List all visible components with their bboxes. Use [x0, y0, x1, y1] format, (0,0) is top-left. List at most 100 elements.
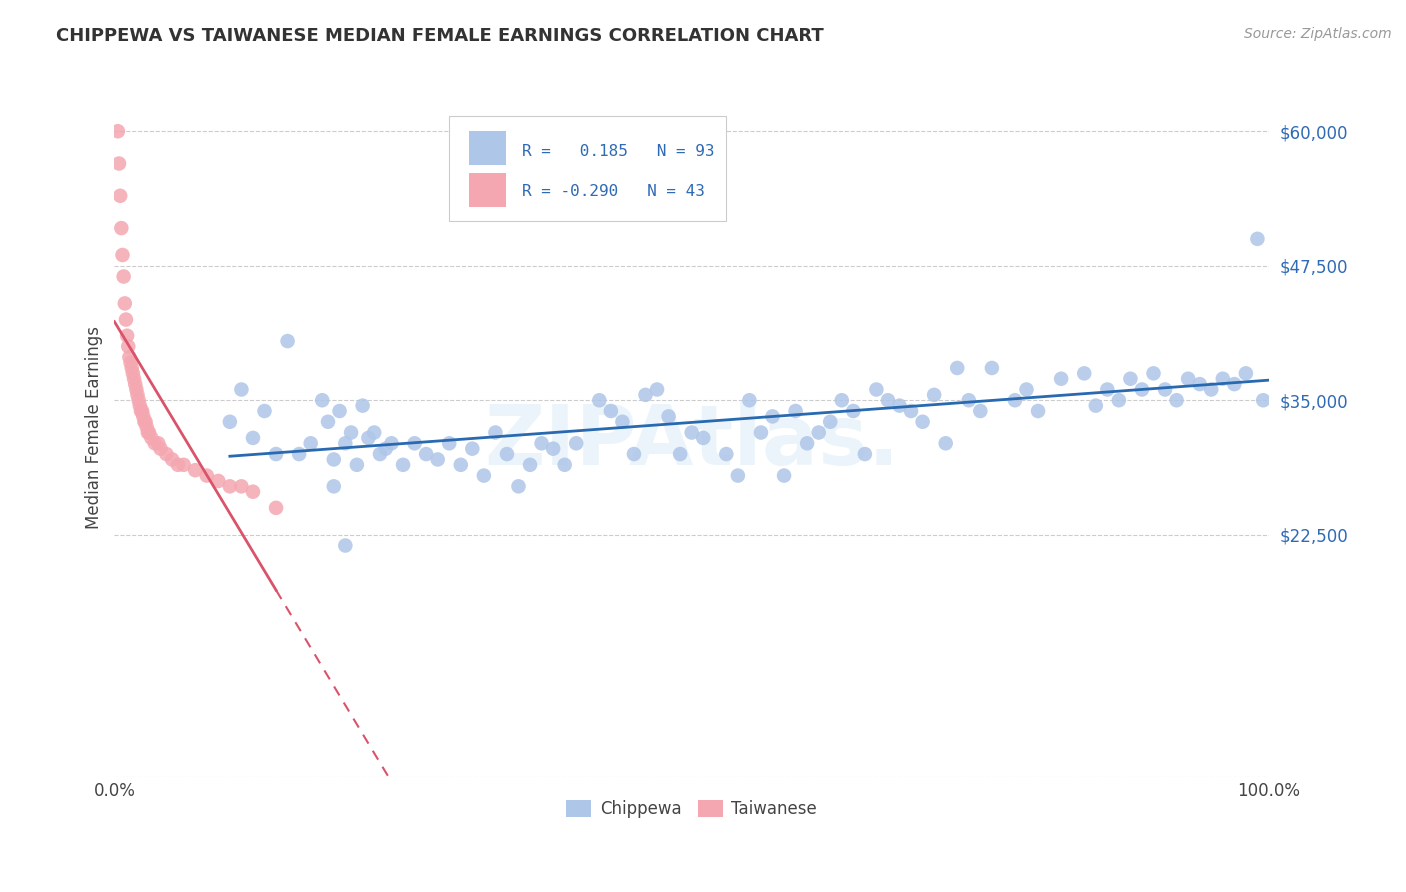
Point — [141, 431, 163, 445]
Point — [484, 425, 506, 440]
Point — [645, 383, 668, 397]
Point — [118, 350, 141, 364]
Point — [1251, 393, 1274, 408]
Point — [363, 425, 385, 440]
Point — [669, 447, 692, 461]
Y-axis label: Median Female Earnings: Median Female Earnings — [86, 326, 103, 529]
Point — [472, 468, 495, 483]
Point — [120, 355, 142, 369]
Point — [380, 436, 402, 450]
Point — [415, 447, 437, 461]
Point — [1119, 372, 1142, 386]
Point — [136, 425, 159, 440]
Point — [138, 425, 160, 440]
Point — [439, 436, 461, 450]
Point — [749, 425, 772, 440]
Point — [658, 409, 681, 424]
Point — [727, 468, 749, 483]
Point — [167, 458, 190, 472]
Point — [773, 468, 796, 483]
Point — [738, 393, 761, 408]
Point — [761, 409, 783, 424]
Point — [1199, 383, 1222, 397]
Point — [1130, 383, 1153, 397]
Point — [831, 393, 853, 408]
Point — [508, 479, 530, 493]
Point — [115, 312, 138, 326]
Point — [328, 404, 350, 418]
Point — [108, 189, 131, 203]
Point — [900, 404, 922, 418]
Point — [112, 269, 135, 284]
Legend: Chippewa, Taiwanese: Chippewa, Taiwanese — [560, 793, 824, 824]
Point — [122, 367, 145, 381]
Point — [231, 479, 253, 493]
Point — [1084, 399, 1107, 413]
Point — [853, 447, 876, 461]
Point — [128, 393, 150, 408]
Point — [842, 404, 865, 418]
Point — [107, 124, 129, 138]
Point — [207, 474, 229, 488]
Point — [554, 458, 576, 472]
Point — [623, 447, 645, 461]
Point — [124, 377, 146, 392]
Point — [184, 463, 207, 477]
Point — [121, 361, 143, 376]
Point — [346, 458, 368, 472]
Point — [1073, 367, 1095, 381]
Point — [1004, 393, 1026, 408]
Point — [807, 425, 830, 440]
Point — [231, 383, 253, 397]
Point — [335, 539, 357, 553]
Point — [588, 393, 610, 408]
Text: R =   0.185   N = 93: R = 0.185 N = 93 — [522, 144, 714, 159]
Point — [565, 436, 588, 450]
Point — [1246, 232, 1268, 246]
Point — [785, 404, 807, 418]
Point — [111, 248, 134, 262]
Point — [335, 436, 357, 450]
Point — [1223, 377, 1246, 392]
Point — [114, 296, 136, 310]
Point — [1188, 377, 1211, 392]
Point — [818, 415, 841, 429]
Point — [1234, 367, 1257, 381]
Point — [135, 415, 157, 429]
Point — [612, 415, 634, 429]
Point — [108, 156, 131, 170]
FancyBboxPatch shape — [468, 131, 506, 165]
Point — [322, 479, 344, 493]
Point — [253, 404, 276, 418]
Point — [195, 468, 218, 483]
Point — [1097, 383, 1119, 397]
Point — [218, 415, 240, 429]
Point — [173, 458, 195, 472]
Point — [357, 431, 380, 445]
Point — [340, 425, 363, 440]
Point — [132, 409, 155, 424]
Point — [889, 399, 911, 413]
Point — [127, 388, 149, 402]
Point — [519, 458, 541, 472]
Point — [1177, 372, 1199, 386]
Point — [135, 420, 157, 434]
Point — [1108, 393, 1130, 408]
Point — [461, 442, 484, 456]
Point — [110, 221, 132, 235]
Text: CHIPPEWA VS TAIWANESE MEDIAN FEMALE EARNINGS CORRELATION CHART: CHIPPEWA VS TAIWANESE MEDIAN FEMALE EARN… — [56, 27, 824, 45]
Point — [1026, 404, 1049, 418]
Point — [374, 442, 396, 456]
Point — [1142, 367, 1164, 381]
Point — [957, 393, 980, 408]
Point — [1050, 372, 1073, 386]
Point — [392, 458, 415, 472]
Point — [980, 361, 1002, 376]
Point — [299, 436, 322, 450]
Text: ZIPAtlas.: ZIPAtlas. — [484, 401, 900, 482]
Point — [115, 328, 138, 343]
Point — [692, 431, 714, 445]
Point — [796, 436, 818, 450]
Point — [288, 447, 311, 461]
Point — [450, 458, 472, 472]
